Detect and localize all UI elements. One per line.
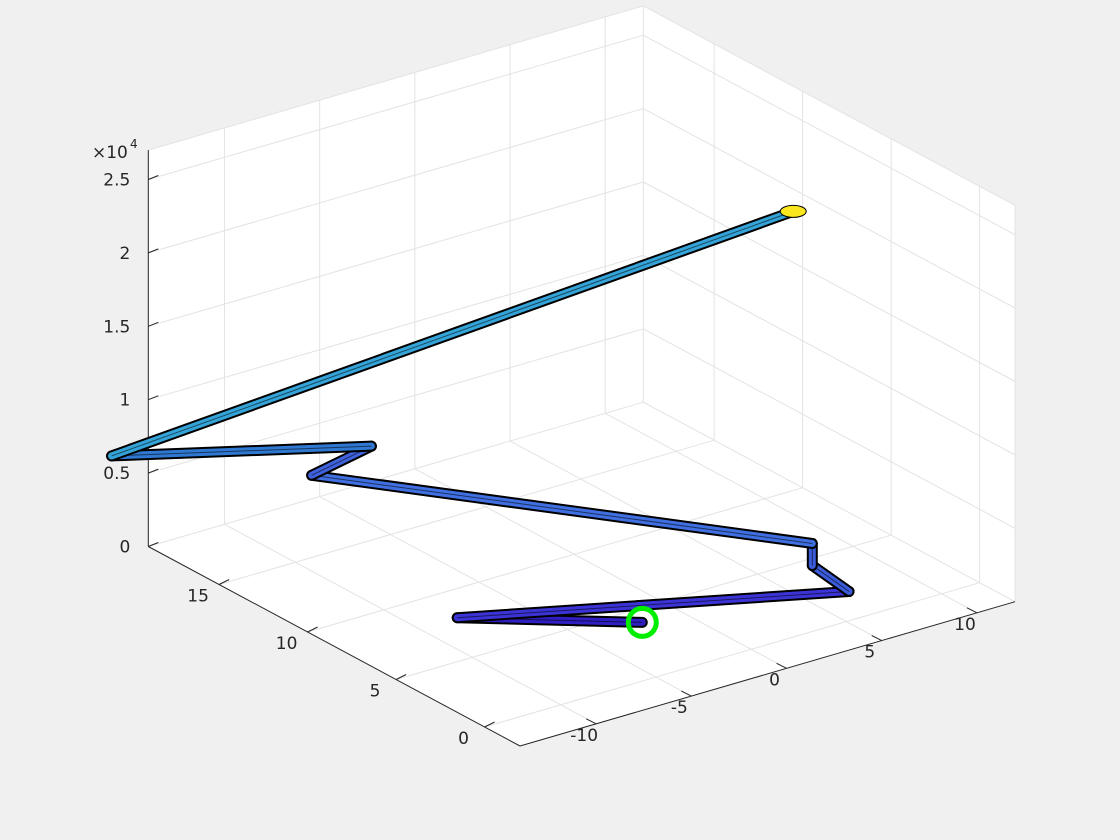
x-tick-label: 5 [864,643,875,663]
tube-facet-line [111,445,372,457]
y-tick-label: 0 [458,729,469,749]
z-tick-mark [148,248,159,254]
grid-line [218,439,715,585]
y-tick-label: 5 [370,682,381,702]
z-exponent: ×10 4 [92,137,138,163]
z-tick-mark [148,395,159,401]
x-tick-label: 0 [769,670,780,690]
y-tick-mark [484,721,495,728]
tube-facet-line [311,474,813,544]
x-tick-label: -5 [671,698,688,718]
grid-line [643,401,1016,603]
grid-line [643,181,1016,382]
y-tick-label: 15 [187,587,209,607]
y-tick-mark [218,579,230,585]
z-tick-mark [148,175,159,180]
grid-line [319,496,692,697]
axis-lines [147,150,1016,747]
y-tick-mark [307,626,318,633]
z-tick-label: 2.5 [103,171,130,191]
x-axis-line [519,601,1016,747]
grid-line [148,34,644,180]
grid-line [148,401,644,547]
grid-line [643,34,1016,236]
grid-line [484,582,980,728]
y-tick-label: 10 [276,634,298,654]
x-tick-label: 10 [954,615,976,635]
floor-pane [148,402,1016,746]
start-marker [625,605,659,639]
x-tick-mark [871,635,882,641]
z-tick-label: 0.5 [103,464,130,484]
tube-facet-line [812,565,850,592]
axes-panes [148,5,1016,746]
grid-line [509,440,882,641]
z-exponent-base: ×10 [92,143,128,163]
z-tick-label: 0 [119,538,130,558]
grid-line [148,5,644,151]
grid-line [643,254,1016,456]
grid-line [643,5,1016,206]
grid-line [643,328,1016,529]
tube-facet-line [457,590,850,619]
x-tick-mark [585,718,597,725]
grid-line [224,523,597,725]
series-tube [106,205,855,628]
z-tick-label: 1.5 [103,317,130,337]
x-tick-label: -10 [570,726,598,746]
y-axis-line [148,546,521,747]
z-tick-label: 2 [119,244,130,264]
z-tick-mark [148,468,159,474]
markers [625,204,807,639]
grid-line [307,487,803,633]
grid-line [148,254,644,401]
back-left-pane [148,5,644,547]
grid-line [148,108,644,254]
tick-labels: -10 -5 0 5 10 0 5 10 15 0 0.5 1 1.5 2 2.5 [103,171,976,750]
z-tick-mark [148,542,159,547]
y-tick-mark [395,674,407,680]
end-cap-marker [779,204,807,218]
z-exponent-power: 4 [130,137,138,151]
x-tick-mark [776,662,787,669]
z-tick-label: 1 [119,391,130,411]
grid-line [643,108,1016,309]
back-right-pane [643,5,1016,602]
grid-line [605,412,978,614]
x-tick-mark [681,690,692,697]
z-tick-mark [148,321,159,327]
x-tick-mark [966,607,978,614]
tube-facet-line [111,210,794,457]
grid-line [148,181,644,327]
